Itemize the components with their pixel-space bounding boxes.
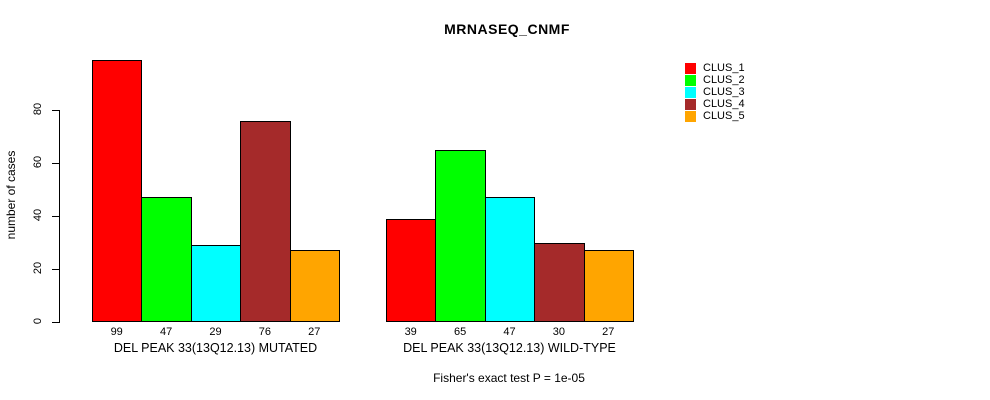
legend-swatch-clus_2 xyxy=(685,75,696,86)
y-axis-line xyxy=(59,110,60,323)
annotation-text: Fisher's exact test P = 1e-05 xyxy=(433,371,585,385)
bar-value-label: 29 xyxy=(209,326,222,338)
bar-value-label: 39 xyxy=(404,326,417,338)
y-tick-label: 20 xyxy=(32,261,44,275)
bar-clus_3-group2 xyxy=(484,197,536,322)
legend-swatch-clus_3 xyxy=(685,87,696,98)
legend-label-clus_3: CLUS_3 xyxy=(703,86,745,98)
legend-swatch-clus_4 xyxy=(685,99,696,110)
bar-clus_3-group1 xyxy=(190,245,242,322)
bar-clus_4-group1 xyxy=(240,120,291,322)
bar-value-label: 47 xyxy=(159,326,173,338)
bar-clus_2-group1 xyxy=(141,197,192,322)
bar-clus_5-group2 xyxy=(583,250,634,322)
bar-clus_5-group1 xyxy=(289,250,340,322)
bar-value-label: 27 xyxy=(308,326,321,338)
chart-title: MRNASEQ_CNMF xyxy=(444,21,570,37)
y-tick-label: 80 xyxy=(32,102,44,116)
legend-label-clus_5: CLUS_5 xyxy=(703,110,745,122)
y-tick-mark xyxy=(52,163,59,164)
bar-value-label: 27 xyxy=(602,326,615,338)
y-tick-label: 40 xyxy=(32,208,44,222)
bar-clus_2-group2 xyxy=(435,149,486,323)
bar-clus_1-group1 xyxy=(92,59,143,322)
legend-swatch-clus_1 xyxy=(685,63,696,74)
legend-label-clus_4: CLUS_4 xyxy=(703,98,745,110)
legend-swatch-clus_5 xyxy=(685,111,696,122)
y-tick-label: 0 xyxy=(32,317,44,325)
bar-value-label: 76 xyxy=(258,326,271,338)
y-tick-mark xyxy=(52,269,59,270)
bar-value-label: 47 xyxy=(503,326,516,338)
bar-value-label: 65 xyxy=(453,326,467,338)
group-label-2: DEL PEAK 33(13Q12.13) WILD-TYPE xyxy=(403,341,616,355)
bar-value-label: 99 xyxy=(110,326,123,338)
y-tick-mark xyxy=(52,110,59,111)
y-tick-mark xyxy=(52,216,59,217)
bar-clus_4-group2 xyxy=(534,242,585,322)
bar-clus_1-group2 xyxy=(386,218,437,322)
legend-label-clus_2: CLUS_2 xyxy=(703,74,745,86)
group-label-1: DEL PEAK 33(13Q12.13) MUTATED xyxy=(113,341,318,355)
y-tick-mark xyxy=(52,322,59,323)
y-tick-label: 60 xyxy=(32,155,44,169)
legend-label-clus_1: CLUS_1 xyxy=(703,62,745,74)
bar-value-label: 30 xyxy=(552,326,565,338)
